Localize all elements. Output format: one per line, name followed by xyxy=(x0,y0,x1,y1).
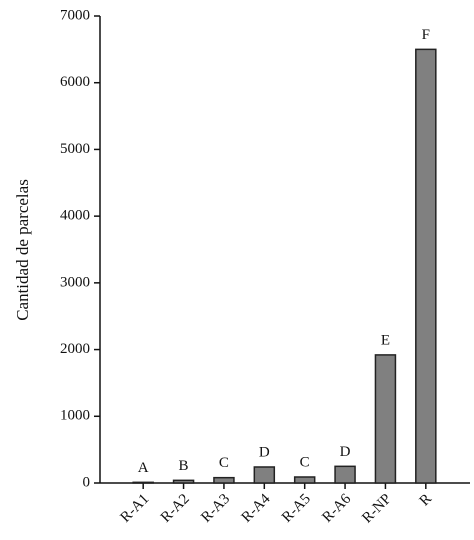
y-tick-label: 6000 xyxy=(60,74,90,90)
x-tick-label: R-A1 xyxy=(118,491,153,526)
bar xyxy=(213,476,235,484)
bar xyxy=(374,354,397,484)
bar xyxy=(253,466,276,484)
group-label: D xyxy=(340,444,351,460)
x-tick-label: R-A3 xyxy=(198,491,233,526)
x-tick-label: R-A4 xyxy=(239,491,274,526)
group-label: D xyxy=(259,444,270,460)
y-tick-label: 2000 xyxy=(60,341,90,357)
x-tick-label: R-A6 xyxy=(319,491,354,526)
y-tick-label: 3000 xyxy=(60,274,90,290)
bar xyxy=(132,481,154,484)
group-label: F xyxy=(422,27,430,43)
x-tick-label: R-NP xyxy=(359,491,394,526)
bar xyxy=(293,476,316,484)
group-label: C xyxy=(300,454,310,470)
bar xyxy=(172,479,195,484)
y-tick-label: 5000 xyxy=(60,141,90,157)
group-label: C xyxy=(219,455,229,471)
y-tick-label: 7000 xyxy=(60,7,90,23)
group-label: E xyxy=(381,332,390,348)
y-tick-label: 0 xyxy=(83,474,91,490)
x-tick-label: R-A5 xyxy=(279,491,314,526)
bar xyxy=(415,48,437,484)
y-axis-label: Cantidad de parcelas xyxy=(13,179,32,321)
group-label: B xyxy=(179,458,189,474)
y-tick-label: 4000 xyxy=(60,208,90,224)
group-label: A xyxy=(138,460,149,476)
bar xyxy=(334,465,356,484)
y-tick-label: 1000 xyxy=(60,408,90,424)
x-tick-label: R-A2 xyxy=(158,491,193,526)
x-tick-label: R xyxy=(417,491,435,509)
